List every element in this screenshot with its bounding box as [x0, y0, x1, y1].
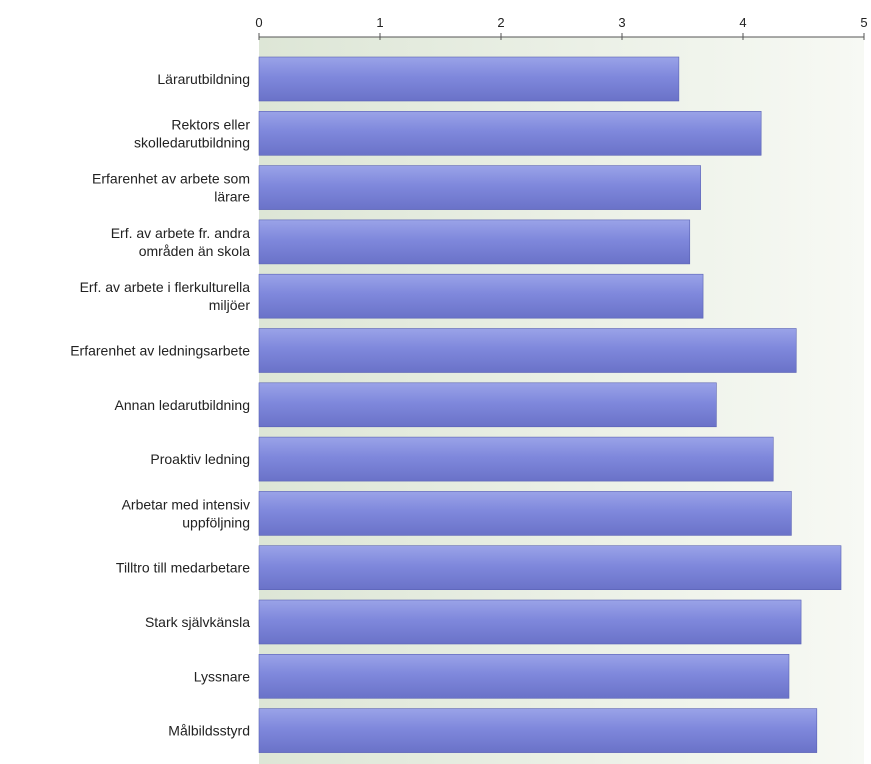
x-tick-label: 3 — [618, 15, 625, 30]
category-label: Lärarutbildning — [157, 71, 250, 87]
bar — [258, 545, 842, 591]
x-tick-label: 4 — [739, 15, 746, 30]
bar — [258, 328, 797, 373]
bar — [258, 491, 792, 536]
bar — [258, 436, 774, 482]
bar — [258, 219, 691, 265]
bar — [258, 653, 790, 699]
bar — [258, 599, 802, 645]
bar — [258, 111, 762, 156]
bar — [258, 165, 701, 210]
bar — [258, 56, 680, 102]
category-labels: Lärarutbildning Rektors eller skolledarutb… — [70, 71, 250, 739]
bar — [258, 382, 717, 428]
category-label: Annan ledarutbildning — [115, 397, 250, 413]
category-label: Erfarenhet av ledningsarbete — [70, 343, 250, 359]
x-axis: 0 1 2 3 4 5 — [255, 15, 868, 40]
category-label: Rektors eller skolledarutbildning — [134, 116, 250, 150]
category-label: Stark självkänsla — [145, 614, 250, 630]
category-label: Erfarenhet av arbete som lärare — [92, 171, 250, 205]
category-label: Erf. av arbete i flerkulturella miljöer — [80, 279, 251, 313]
category-label: Arbetar med intensiv uppföljning — [122, 496, 250, 530]
category-label: Erf. av arbete fr. andra områden än skola — [111, 225, 251, 259]
category-label: Målbildsstyrd — [168, 723, 250, 739]
bar — [258, 273, 704, 319]
x-tick-label: 5 — [860, 15, 867, 30]
bar — [258, 708, 818, 753]
category-label: Proaktiv ledning — [150, 451, 250, 467]
x-tick-label: 0 — [255, 15, 262, 30]
category-label: Lyssnare — [194, 668, 251, 684]
x-tick-label: 2 — [497, 15, 504, 30]
x-tick-label: 1 — [376, 15, 383, 30]
category-label: Tilltro till medarbetare — [116, 560, 250, 576]
bar-group — [258, 56, 842, 753]
